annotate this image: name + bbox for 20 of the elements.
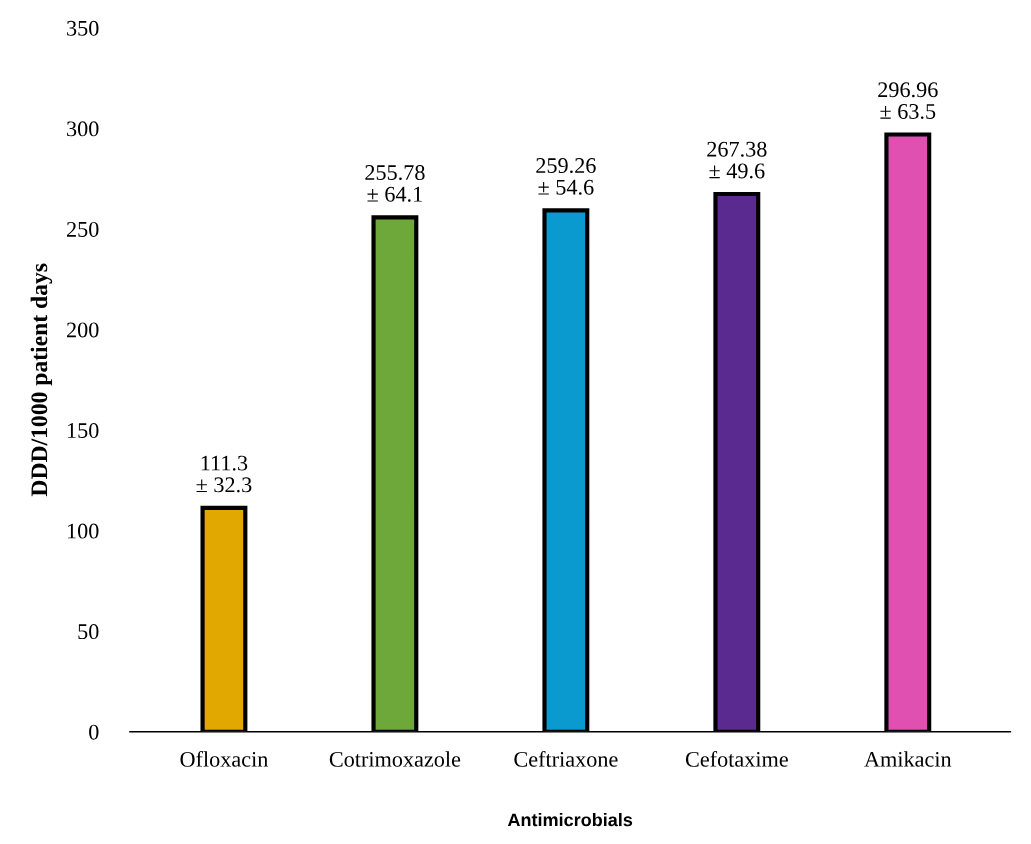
x-tick-label: Cotrimoxazole <box>329 751 461 767</box>
x-axis-title: Antimicrobials <box>507 813 633 827</box>
y-tick-label: 150 <box>67 423 99 439</box>
data-label: 111.3 ± 32.3 <box>196 455 252 493</box>
data-label: 255.78 ± 64.1 <box>365 165 425 202</box>
y-axis-title: DDD/1000 patient days <box>30 263 53 497</box>
y-tick-label: 350 <box>67 20 99 36</box>
x-tick-label: Amikacin <box>864 751 952 767</box>
y-tick-label: 200 <box>66 322 99 338</box>
x-tick-label: Ceftriaxone <box>514 750 618 767</box>
x-tick-label: Ofloxacin <box>180 750 269 767</box>
y-tick-label: 50 <box>78 624 99 640</box>
y-tick-label: 300 <box>67 121 99 137</box>
x-tick-label: Cefotaxime <box>685 750 788 767</box>
data-label: 259.26 ± 54.6 <box>536 158 596 195</box>
data-label: 267.38 ± 49.6 <box>707 141 767 179</box>
y-tick-label: 100 <box>67 523 99 539</box>
y-tick-label: 0 <box>89 724 99 740</box>
data-label: 296.96 ± 63.5 <box>878 82 938 119</box>
y-tick-label: 250 <box>66 221 99 237</box>
